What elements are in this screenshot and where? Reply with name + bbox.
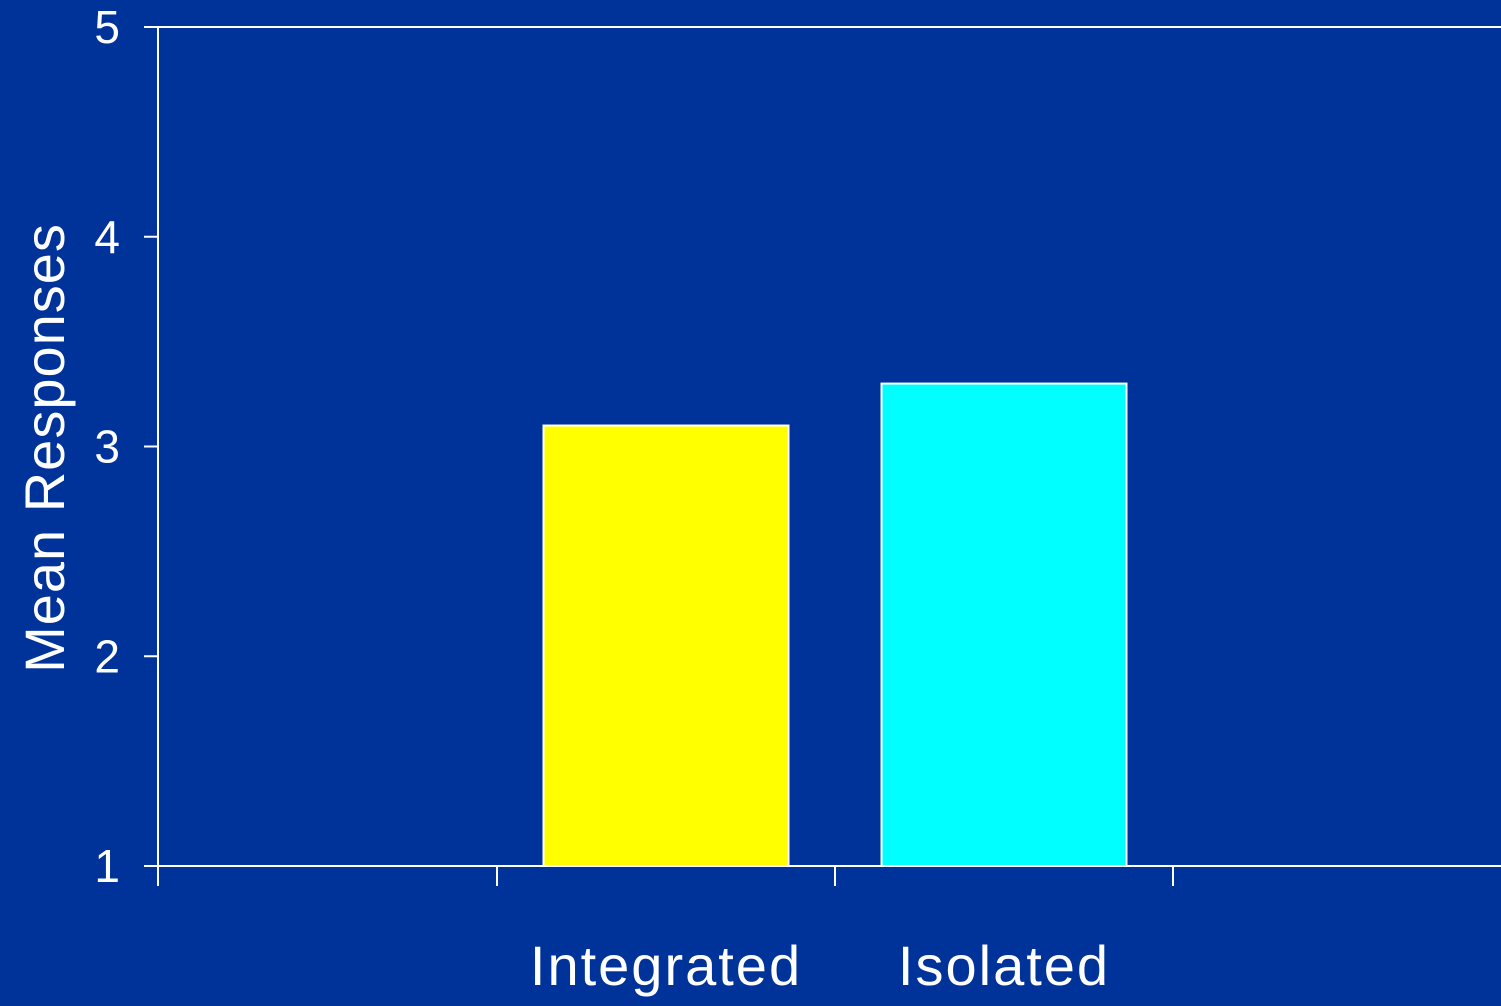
y-axis-title: Mean Responses (13, 223, 76, 673)
y-tick-label: 5 (94, 1, 120, 53)
y-tick-label: 1 (94, 840, 120, 892)
y-tick-label: 3 (94, 421, 120, 473)
x-axis-ticks (496, 866, 1174, 886)
y-tick-label: 2 (94, 630, 120, 682)
category-label-integrated: Integrated (530, 934, 802, 997)
bar-isolated (880, 382, 1128, 867)
bar-integrated (542, 424, 790, 867)
y-axis-ticks: 1 2 3 4 5 (94, 1, 158, 892)
y-tick-label: 4 (94, 211, 120, 263)
bar-series (542, 382, 1128, 867)
category-labels: Integrated Isolated (530, 934, 1110, 997)
category-label-isolated: Isolated (898, 934, 1110, 997)
